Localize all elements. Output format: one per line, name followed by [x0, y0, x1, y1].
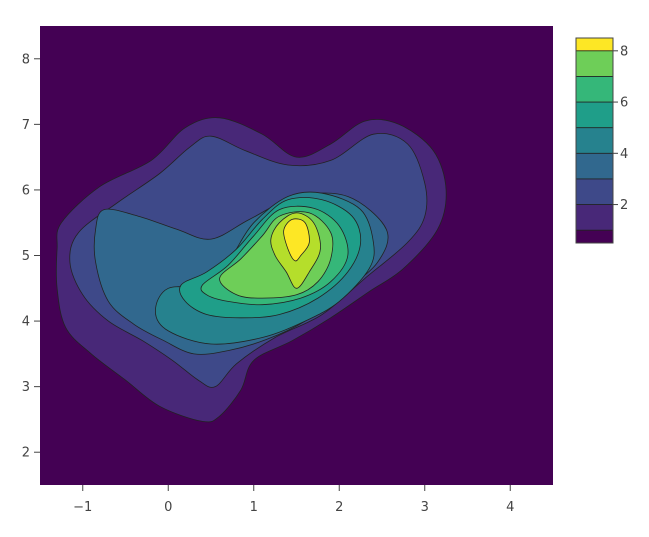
x-tick-label: 1 [250, 500, 258, 515]
y-tick-label: 4 [22, 315, 30, 330]
colorbar-tick-label: 8 [620, 44, 628, 59]
y-tick-label: 5 [22, 249, 30, 264]
y-axis: 2 3 4 5 6 7 8 [22, 52, 40, 461]
y-tick-label: 2 [22, 446, 30, 461]
colorbar-segment [576, 230, 613, 243]
colorbar-segment [576, 204, 613, 231]
colorbar-segment [576, 38, 613, 51]
y-tick-label: 3 [22, 380, 30, 395]
y-tick-label: 8 [22, 52, 30, 67]
colorbar: 2 4 6 8 [575, 37, 628, 244]
y-tick-label: 6 [22, 183, 30, 198]
colorbar-segment [576, 178, 613, 205]
x-tick-label: −1 [73, 500, 92, 515]
colorbar-segment [576, 127, 613, 154]
colorbar-segment [576, 50, 613, 77]
contour-level-9 [283, 218, 310, 262]
x-tick-label: 0 [164, 500, 172, 515]
colorbar-outline [575, 37, 614, 244]
colorbar-tick-label: 6 [620, 96, 628, 111]
x-tick-label: 2 [335, 500, 343, 515]
contour-layers [55, 117, 447, 423]
y-tick-label: 7 [22, 118, 30, 133]
colorbar-segment [576, 76, 613, 103]
x-tick-label: 4 [506, 500, 514, 515]
colorbar-segment [576, 153, 613, 179]
x-tick-label: 3 [421, 500, 429, 515]
x-axis: −1 0 1 2 3 4 [73, 485, 514, 515]
colorbar-tick-label: 4 [620, 147, 628, 162]
colorbar-segment [576, 102, 613, 128]
colorbar-tick-label: 2 [620, 198, 628, 213]
